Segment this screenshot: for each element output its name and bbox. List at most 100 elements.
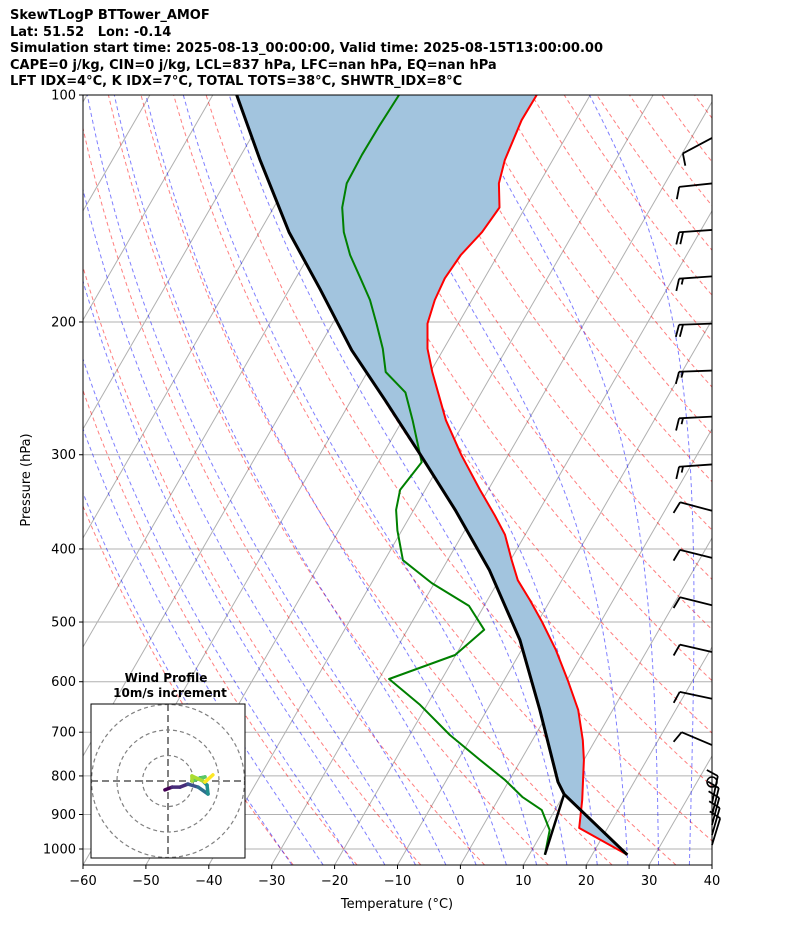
moist-adiabat-line [361, 95, 629, 865]
dry-adiabat-line [83, 388, 358, 865]
x-tick-label: 30 [641, 874, 658, 889]
dry-adiabat-line [83, 265, 422, 865]
dry-adiabat-line [498, 95, 712, 388]
barb-staff [678, 415, 713, 420]
isotherm-line [648, 754, 712, 865]
x-tick-label: 40 [704, 874, 721, 889]
x-tick-label: −40 [195, 874, 222, 889]
isotherm-line [271, 100, 712, 865]
barb-half [680, 466, 684, 473]
barb-full [675, 466, 680, 480]
moist-adiabat-line [459, 95, 660, 865]
barb-full [675, 186, 681, 200]
moist-adiabat-line [228, 95, 568, 865]
title-location: Lat: 51.52 Lon: -0.14 [10, 24, 172, 40]
barb-staff [681, 731, 713, 746]
barb-half [680, 278, 684, 285]
barb-full [675, 278, 680, 292]
barb-staff [679, 690, 713, 700]
wind-barb [708, 790, 721, 826]
profile-layer [235, 95, 629, 856]
y-tick-label: 1000 [43, 843, 76, 858]
x-tick-label: −60 [69, 874, 96, 889]
hodograph-subtitle: 10m/s increment [113, 686, 227, 700]
wind-barb [675, 229, 713, 245]
dry-adiabat-line [727, 95, 794, 865]
moist-adiabat-line [145, 95, 507, 865]
hodograph-segment [186, 782, 200, 789]
dry-adiabat-line [563, 95, 712, 296]
isotherm-line [83, 95, 214, 321]
y-axis-label: Pressure (hPa) [19, 433, 34, 526]
temperature-line [426, 95, 628, 856]
y-tick-label: 500 [51, 616, 76, 631]
wind-barb [674, 322, 713, 338]
title-stability: CAPE=0 j/kg, CIN=0 j/kg, LCL=837 hPa, LF… [10, 57, 497, 73]
barb-half [680, 417, 684, 425]
barb-full [675, 232, 680, 245]
isotherm-line [585, 645, 712, 865]
barb-full [709, 810, 721, 820]
y-tick-label: 800 [51, 769, 76, 784]
y-tick-label: 100 [51, 89, 76, 104]
x-tick-label: 10 [515, 874, 532, 889]
barb-staff [678, 369, 713, 373]
dry-adiabat-line [596, 95, 712, 251]
hodograph-segment [203, 773, 215, 784]
x-tick-label: −30 [258, 874, 285, 889]
wind-barb [675, 463, 713, 480]
barb-staff [711, 775, 719, 804]
wind-barb [707, 780, 720, 816]
y-tick-label: 400 [51, 542, 76, 557]
barb-staff [679, 548, 713, 559]
moist-adiabat-line [83, 427, 324, 865]
isotherm-line [397, 318, 712, 865]
title-times: Simulation start time: 2025-08-13_00:00:… [10, 41, 603, 57]
isotherm-line [208, 95, 654, 865]
barb-staff [711, 797, 721, 826]
x-tick-label: 20 [578, 874, 595, 889]
wind-barbs [672, 137, 722, 846]
barb-full [681, 153, 687, 166]
barb-full [672, 691, 681, 704]
barb-staff [679, 643, 713, 653]
moist-adiabat-line [83, 279, 386, 865]
wind-barb [681, 137, 713, 166]
moist-adiabat-line [720, 95, 746, 865]
dry-adiabat-line [140, 95, 613, 865]
y-tick-label: 300 [51, 448, 76, 463]
dry-adiabat-line [466, 95, 712, 435]
barb-full [672, 731, 683, 743]
wind-barb [672, 643, 713, 656]
axis-ticks: −60 −50 −40 −30 −20 −10 0 10 20 30 40 100 200 300 400 5… [43, 89, 720, 890]
cin-shaded-area [236, 95, 628, 855]
barb-staff [679, 596, 713, 607]
x-axis-label: Temperature (°C) [340, 897, 453, 912]
isotherm-line [83, 95, 88, 103]
moist-adiabat-line [589, 95, 695, 865]
y-tick-label: 600 [51, 675, 76, 690]
moist-adiabat-line [83, 187, 416, 865]
dry-adiabat-line [303, 95, 712, 682]
barb-staff [679, 229, 713, 234]
wind-barb [675, 415, 713, 431]
parcel-line [235, 95, 629, 856]
barb-staff [679, 501, 713, 512]
hodograph-segment [190, 774, 207, 784]
isotherm-line [334, 209, 712, 865]
moist-adiabat-line [83, 357, 355, 865]
dry-adiabat-line [238, 95, 712, 787]
dry-adiabat-line [83, 504, 294, 865]
hodograph-title: Wind Profile [125, 671, 208, 685]
barb-full [678, 324, 684, 337]
barb-staff [711, 807, 721, 836]
wind-barb [672, 690, 713, 704]
y-tick-label: 700 [51, 726, 76, 741]
dry-adiabat-line [368, 95, 712, 581]
barb-full [706, 769, 719, 777]
y-tick-label: 200 [51, 315, 76, 330]
wind-barb [672, 548, 713, 562]
barb-full [679, 231, 684, 245]
moist-adiabat-line [113, 95, 477, 865]
